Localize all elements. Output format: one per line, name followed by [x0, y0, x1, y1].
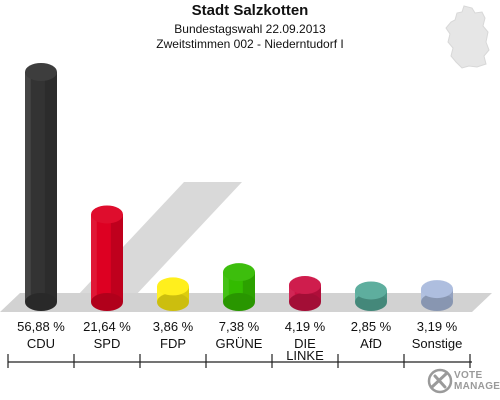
bar-sonstige: [421, 280, 453, 311]
chart-title: Stadt Salzkotten: [191, 2, 309, 19]
bar-cdu: [25, 63, 57, 311]
category-label: FDP: [160, 336, 186, 351]
chart-backdrop: [62, 182, 242, 312]
bar-spd: [91, 205, 123, 311]
watermark-line-1: VOTE: [454, 370, 483, 381]
category-label: CDU: [27, 336, 55, 351]
value-label: 21,64 %: [83, 319, 131, 334]
bar-die-linke: [289, 276, 321, 311]
category-label: AfD: [360, 336, 382, 351]
category-label: DIE LINKE: [286, 336, 324, 363]
value-label: 7,38 %: [219, 319, 260, 334]
category-label: SPD: [94, 336, 121, 351]
bar-afd: [355, 281, 387, 311]
value-label: 3,86 %: [153, 319, 194, 334]
vote-manager-logo-icon: [427, 368, 453, 394]
chart-subtitle: Bundestagswahl 22.09.2013: [174, 22, 326, 36]
chart-subtitle-district: Zweitstimmen 002 - Niederntudorf I: [156, 37, 344, 51]
germany-map-icon: [445, 5, 490, 69]
category-label: GRÜNE: [216, 336, 263, 351]
value-label: 4,19 %: [285, 319, 326, 334]
vote-manager-watermark: VOTE MANAGER: [454, 370, 500, 392]
value-label: 2,85 %: [351, 319, 392, 334]
value-label: 56,88 %: [17, 319, 65, 334]
bar-grüne: [223, 263, 255, 311]
category-label: Sonstige: [412, 336, 463, 351]
watermark-line-2: MANAGER: [454, 381, 500, 392]
value-label: 3,19 %: [417, 319, 458, 334]
bar-fdp: [157, 277, 189, 311]
